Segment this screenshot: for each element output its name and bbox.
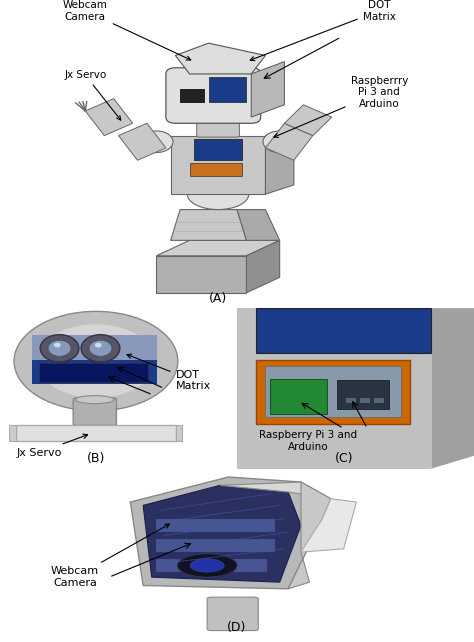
FancyBboxPatch shape [190,163,242,176]
Polygon shape [156,240,280,256]
Polygon shape [85,99,133,135]
Polygon shape [288,482,331,589]
Polygon shape [251,62,284,117]
FancyBboxPatch shape [256,360,410,424]
FancyBboxPatch shape [337,380,389,410]
Text: (D): (D) [228,621,246,634]
Text: Jx Servo: Jx Servo [64,70,121,120]
Polygon shape [175,425,182,442]
FancyBboxPatch shape [374,398,384,403]
Text: DOT
Matrix: DOT Matrix [127,354,211,391]
FancyBboxPatch shape [156,539,275,552]
Polygon shape [431,308,474,469]
Text: (A): (A) [209,292,227,305]
Text: DOT
Matrix: DOT Matrix [250,0,396,60]
FancyBboxPatch shape [166,68,261,123]
Ellipse shape [187,178,249,209]
FancyBboxPatch shape [346,398,356,403]
Polygon shape [9,425,16,442]
Circle shape [89,340,112,356]
Polygon shape [130,477,322,589]
Text: Raspberry Pi 3 and
Arduino: Raspberry Pi 3 and Arduino [259,430,357,452]
FancyBboxPatch shape [207,597,258,630]
Polygon shape [265,126,294,194]
Text: Raspberrry
Pi 3 and
Arduino: Raspberrry Pi 3 and Arduino [274,76,408,137]
Circle shape [190,559,224,572]
Polygon shape [118,123,166,160]
Polygon shape [237,209,280,240]
Circle shape [81,334,120,362]
FancyBboxPatch shape [73,398,117,425]
FancyBboxPatch shape [32,335,157,383]
Ellipse shape [37,324,155,398]
Text: (B): (B) [87,453,105,465]
Ellipse shape [14,311,178,411]
Polygon shape [284,105,332,135]
Text: (C): (C) [334,453,353,465]
FancyBboxPatch shape [237,308,431,469]
Polygon shape [220,482,331,499]
FancyBboxPatch shape [16,425,175,442]
Polygon shape [143,485,301,582]
Circle shape [54,343,61,347]
Circle shape [48,340,71,356]
FancyBboxPatch shape [360,398,370,403]
Polygon shape [175,43,265,74]
Ellipse shape [140,131,173,153]
FancyBboxPatch shape [156,559,267,572]
Circle shape [95,343,101,347]
Polygon shape [171,135,265,194]
Polygon shape [301,499,356,552]
Polygon shape [265,123,313,160]
FancyBboxPatch shape [194,139,242,160]
Ellipse shape [263,131,296,153]
FancyBboxPatch shape [265,366,401,417]
FancyBboxPatch shape [39,363,148,382]
Polygon shape [246,240,280,293]
FancyBboxPatch shape [156,519,275,532]
Circle shape [177,554,237,577]
Polygon shape [156,256,246,293]
Polygon shape [171,209,246,240]
FancyBboxPatch shape [256,308,431,353]
FancyBboxPatch shape [180,89,204,101]
Circle shape [40,334,79,362]
Text: Webcam
Camera: Webcam Camera [63,0,191,60]
Text: Jx Servo: Jx Servo [16,434,88,458]
FancyBboxPatch shape [209,77,246,101]
Text: Webcam
Camera: Webcam Camera [51,524,170,588]
Ellipse shape [75,395,114,404]
FancyBboxPatch shape [197,119,239,137]
FancyBboxPatch shape [270,379,327,414]
FancyBboxPatch shape [32,335,157,360]
